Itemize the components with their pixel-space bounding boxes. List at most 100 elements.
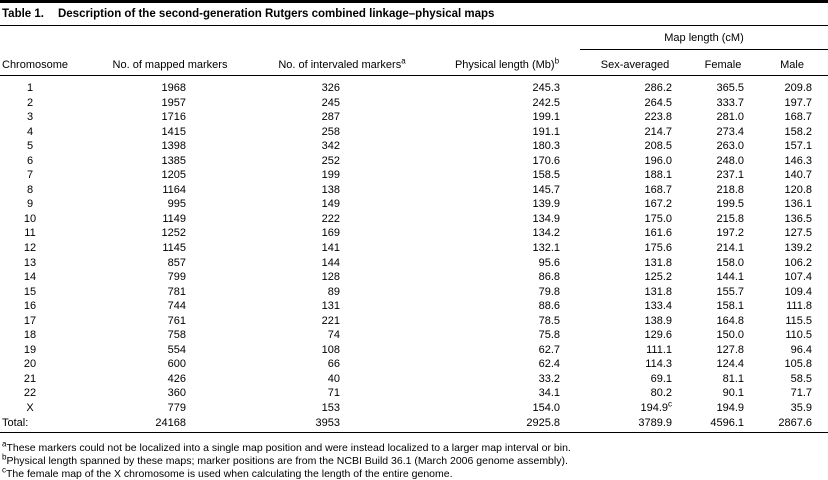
cell-male: 58.5: [790, 372, 813, 385]
cell-mapped-markers: 1164: [162, 183, 186, 196]
cell-chromosome: 15: [23, 285, 37, 298]
cell-female: 124.4: [716, 358, 744, 371]
spanner-map-length: Map length (cM): [580, 26, 828, 50]
cell-mapped-markers: 761: [167, 314, 186, 327]
table-row: 18 758 74 75.8 129.6 150.0 110.5: [0, 328, 828, 343]
cell-sex-averaged: 175.6: [644, 242, 672, 255]
cell-sex-averaged: 129.6: [644, 329, 672, 342]
cell-mapped-markers: 781: [167, 285, 186, 298]
cell-chromosome: 9: [26, 198, 34, 211]
cell-female: 197.2: [716, 227, 744, 240]
cell-sex-averaged: 196.0: [644, 154, 672, 167]
cell-chromosome: 7: [26, 169, 34, 182]
table-row: 2 1957 245 242.5 264.5 333.7 197.7: [0, 96, 828, 111]
cell-female: 144.1: [716, 271, 744, 284]
cell-mapped-markers: 24168: [90, 415, 250, 434]
footnote-text: Physical length spanned by these maps; m…: [6, 455, 568, 468]
data-table: Map length (cM) Chromosome No. of mapped …: [0, 26, 828, 434]
table-row: 3 1716 287 199.1 223.8 281.0 168.7: [0, 110, 828, 125]
footnote-b: bPhysical length spanned by these maps; …: [2, 452, 828, 468]
table-title: Table 1. Description of the second-genera…: [0, 3, 828, 26]
cell-intervaled-markers: 326: [321, 82, 340, 94]
cell-intervaled-markers: 149: [321, 198, 340, 211]
cell-intervaled-markers: 74: [327, 329, 340, 342]
cell-female: 158.0: [716, 256, 744, 269]
cell-physical-length: 154.0: [532, 402, 560, 415]
cell-female: 281.0: [716, 111, 744, 124]
cell-female: 164.8: [716, 314, 744, 327]
cell-physical-length: 78.5: [538, 314, 560, 327]
cell-physical-length: 132.1: [532, 242, 560, 255]
cell-mapped-markers: 1385: [161, 154, 186, 167]
cell-sex-averaged: 133.4: [644, 300, 672, 313]
table-row: 1 1968 326 245.3 286.2 365.5 209.8: [0, 76, 828, 96]
cell-sex-averaged: 80.2: [650, 387, 672, 400]
cell-intervaled-markers: 169: [321, 227, 340, 240]
cell-mapped-markers: 1415: [161, 125, 186, 138]
table-row: 17 761 221 78.5 138.9 164.8 115.5: [0, 314, 828, 329]
cell-chromosome: 20: [23, 358, 37, 371]
cell-sex-averaged: 3789.9: [580, 415, 690, 434]
cell-female: 4596.1: [690, 415, 756, 434]
cell-physical-length: 134.9: [532, 212, 560, 225]
cell-male: 197.7: [784, 96, 813, 109]
table-row: 15 781 89 79.8 131.8 155.7 109.4: [0, 285, 828, 300]
cell-male: 209.8: [784, 82, 813, 94]
cell-intervaled-markers: 258: [321, 125, 340, 138]
cell-intervaled-markers: 245: [321, 96, 340, 109]
cell-female: 214.1: [716, 242, 744, 255]
cell-mapped-markers: 1716: [161, 111, 186, 124]
cell-mapped-markers: 600: [167, 358, 186, 371]
cell-physical-length: 79.8: [538, 285, 560, 298]
cell-female: 273.4: [716, 125, 744, 138]
cell-sex-averaged: 131.8: [644, 256, 672, 269]
cell-physical-length: 62.7: [538, 343, 560, 356]
cell-female: 218.8: [716, 183, 744, 196]
cell-female: 199.5: [716, 198, 744, 211]
cell-intervaled-markers: 252: [321, 154, 340, 167]
cell-physical-length: 86.8: [538, 271, 560, 284]
cell-physical-length: 134.2: [532, 227, 560, 240]
cell-sex-averaged: 168.7: [644, 183, 672, 196]
table-row: 13 857 144 95.6 131.8 158.0 106.2: [0, 256, 828, 271]
cell-chromosome: 3: [26, 111, 34, 124]
cell-intervaled-markers: 221: [321, 314, 340, 327]
cell-chromosome: 1: [26, 82, 34, 94]
cell-mapped-markers: 1252: [161, 227, 186, 240]
cell-male: 127.5: [784, 227, 813, 240]
spanner-row: Map length (cM): [0, 26, 828, 50]
cell-sex-averaged: 167.2: [644, 198, 672, 211]
cell-female: 90.1: [722, 387, 744, 400]
column-header-sex-averaged: Sex-averaged: [580, 49, 690, 76]
cell-female: 365.5: [716, 82, 744, 94]
column-header-physical-length: Physical length (Mb)b: [434, 49, 580, 76]
cell-sex-averaged: 69.1: [650, 372, 672, 385]
cell-female: 155.7: [716, 285, 744, 298]
spanner-blank: [0, 26, 580, 50]
cell-sex-averaged: 264.5: [644, 96, 672, 109]
cell-chromosome: 18: [23, 329, 37, 342]
footnote-marker: a: [401, 56, 406, 66]
cell-female: 127.8: [716, 343, 744, 356]
cell-chromosome: 11: [24, 227, 36, 240]
cell-chromosome: X: [26, 402, 34, 415]
cell-intervaled-markers: 128: [321, 271, 340, 284]
cell-female: 150.0: [716, 329, 744, 342]
cell-male: 157.1: [784, 140, 813, 153]
table-row: X 779 153 154.0 194.9c 194.9 35.9: [0, 399, 828, 416]
cell-intervaled-markers: 108: [321, 343, 340, 356]
footnote-letter: c: [2, 465, 6, 475]
footnote-marker: c: [668, 399, 672, 409]
cell-intervaled-markers: 131: [321, 300, 340, 313]
cell-chromosome: 13: [23, 256, 37, 269]
footnote-letter: b: [2, 452, 7, 462]
cell-physical-length: 33.2: [538, 372, 560, 385]
column-header-female: Female: [690, 49, 756, 76]
cell-physical-length: 245.3: [532, 82, 560, 94]
footnote-text: The female map of the X chromosome is us…: [6, 468, 453, 480]
footnote-text: These markers could not be localized int…: [6, 442, 571, 455]
footnote-a: aThese markers could not be localized in…: [2, 440, 828, 455]
cell-mapped-markers: 995: [167, 198, 186, 211]
cell-male: 106.2: [784, 256, 813, 269]
